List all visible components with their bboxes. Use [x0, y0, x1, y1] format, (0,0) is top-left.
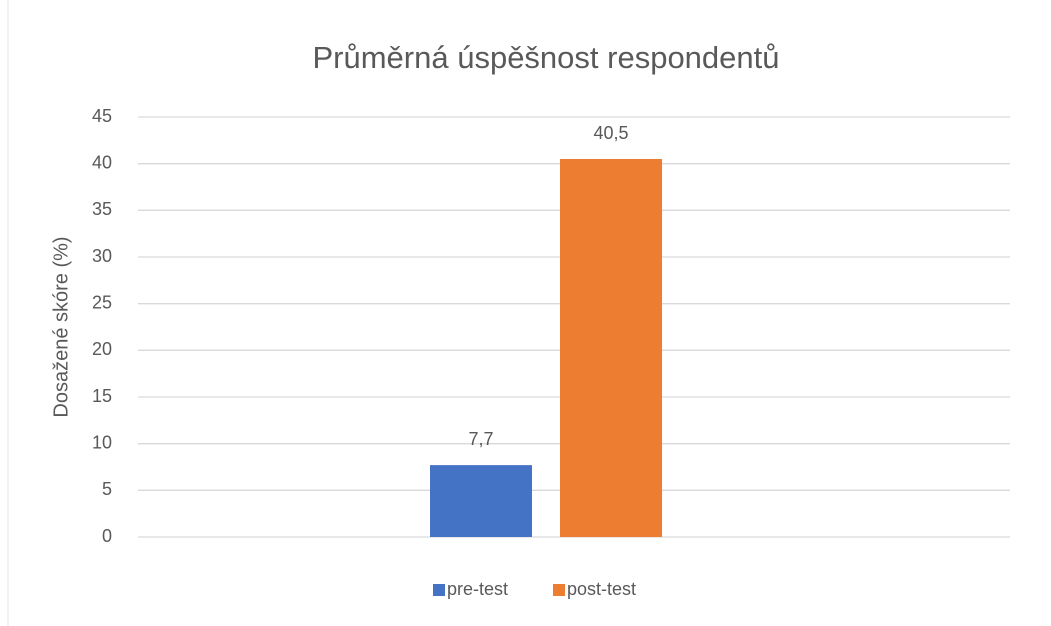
- y-tick-label: 45: [92, 106, 112, 126]
- y-tick-label: 15: [92, 386, 112, 406]
- legend-label: post-test: [567, 579, 636, 599]
- chart-title: Průměrná úspěšnost respondentů: [312, 40, 779, 75]
- y-tick-label: 5: [102, 479, 112, 499]
- y-tick-label: 40: [92, 152, 112, 172]
- y-tick-label: 25: [92, 292, 112, 312]
- y-tick-label: 0: [102, 526, 112, 546]
- legend-swatch: [553, 584, 565, 596]
- legend-label: pre-test: [447, 579, 508, 599]
- legend-swatch: [433, 584, 445, 596]
- y-axis-label: Dosažené skóre (%): [50, 236, 72, 417]
- value-label: 40,5: [593, 123, 628, 143]
- value-label: 7,7: [468, 429, 493, 449]
- y-tick-label: 35: [92, 199, 112, 219]
- y-tick-label: 20: [92, 339, 112, 359]
- bar: [430, 465, 532, 537]
- bar: [560, 159, 662, 537]
- y-tick-label: 30: [92, 246, 112, 266]
- y-tick-label: 10: [92, 432, 112, 452]
